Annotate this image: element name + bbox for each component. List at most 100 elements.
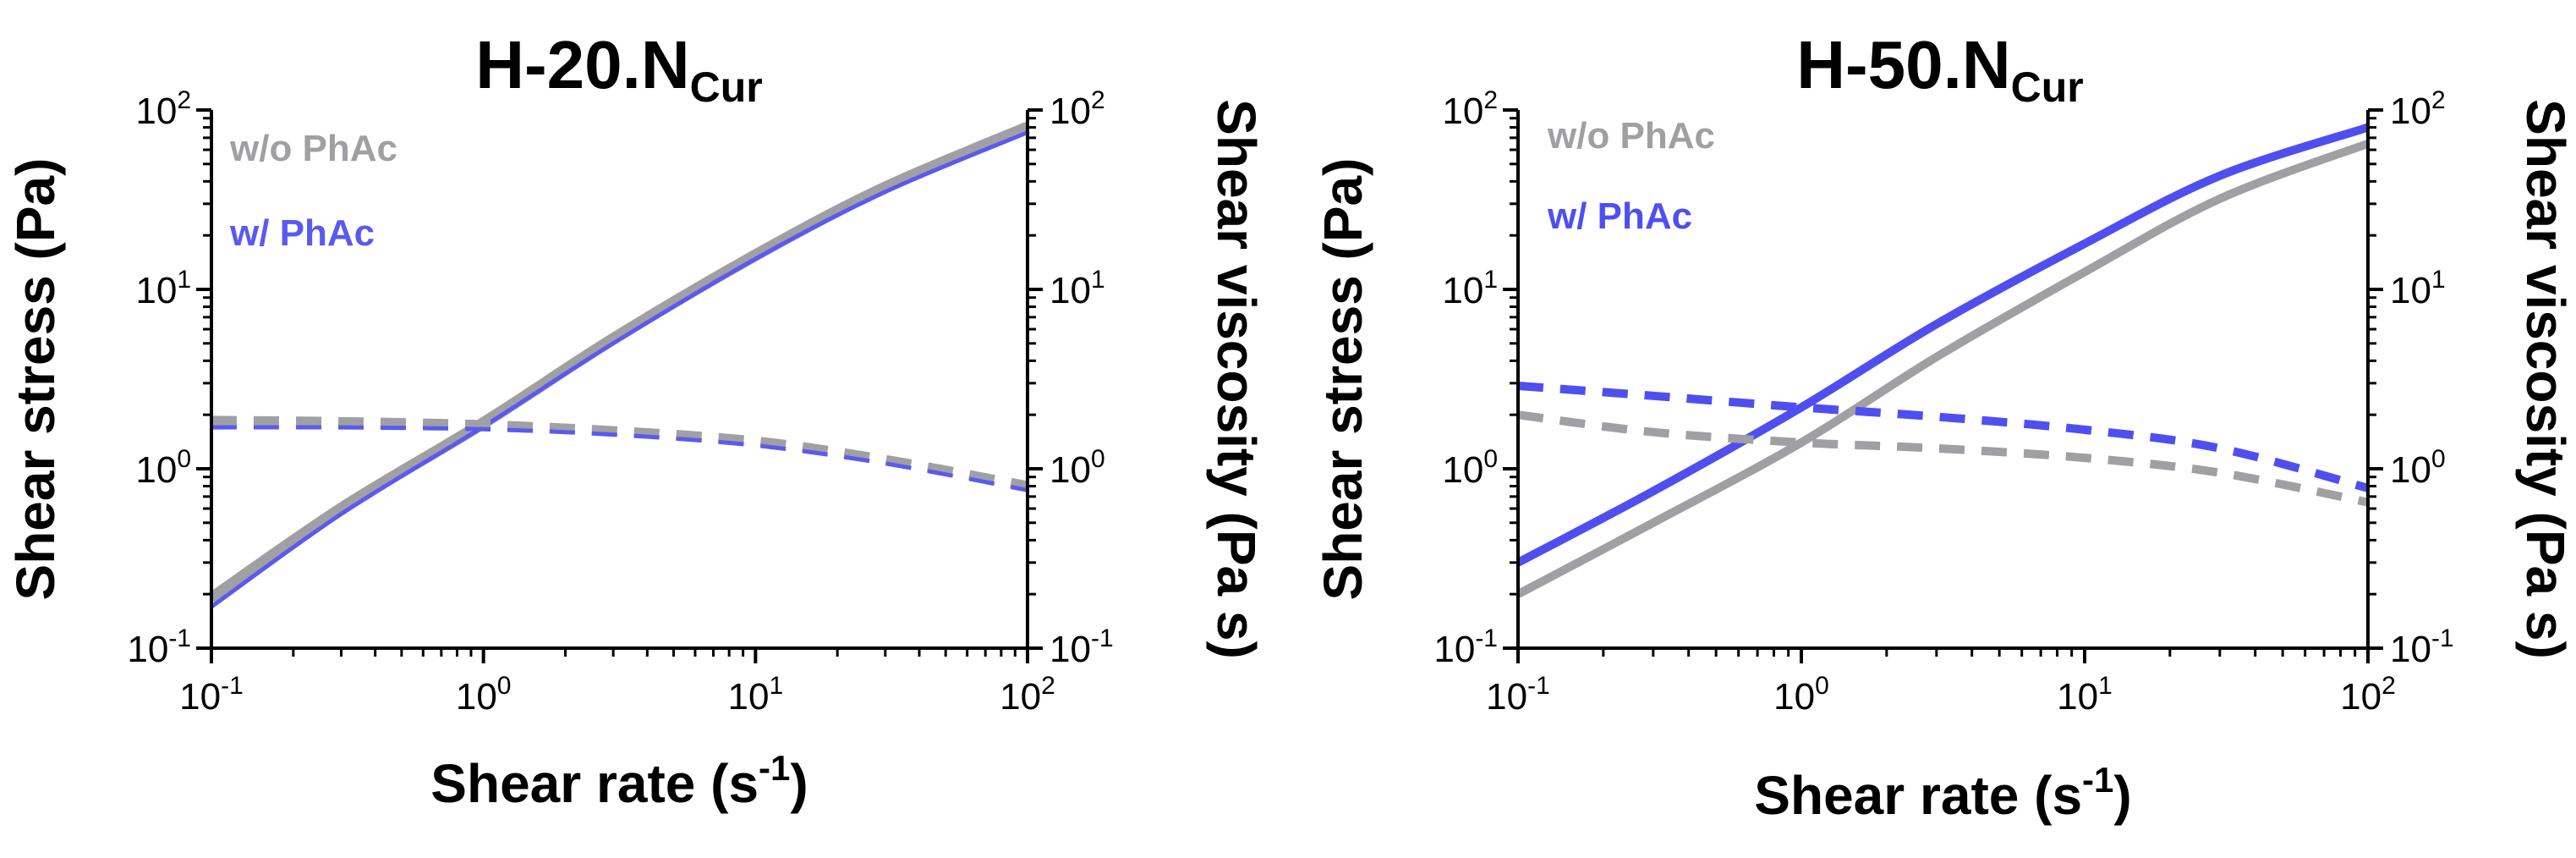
- tick-exponent: 2: [1483, 86, 1498, 114]
- series-line-2: [1515, 123, 2370, 567]
- tick-exponent: 1: [1483, 266, 1498, 294]
- tick-base: 10: [135, 270, 177, 311]
- x-tick-label: 102: [2340, 672, 2396, 718]
- y-tick-label-left: 101: [135, 266, 191, 311]
- tick-exponent: -1: [221, 672, 244, 700]
- tick-exponent: 2: [2381, 672, 2396, 700]
- series-line-2: [210, 130, 1028, 609]
- y-tick-label-right: 101: [2390, 266, 2446, 311]
- x-tick-label: 100: [456, 672, 512, 718]
- tick-base: 10: [2340, 676, 2381, 718]
- chart-title-subscript: Cur: [2011, 63, 2084, 111]
- tick-exponent: 0: [1091, 445, 1105, 473]
- legend-entry: w/o PhAc: [229, 128, 397, 169]
- y-tick-label-left: 100: [135, 445, 191, 491]
- series-line-4: [1517, 382, 2370, 492]
- x-axis-label-close: ): [2113, 765, 2131, 826]
- tick-base: 10: [1773, 676, 1815, 718]
- tick-base: 10: [1050, 270, 1091, 311]
- y-tick-label-left: 10-1: [1433, 624, 1498, 670]
- tick-base: 10: [179, 676, 221, 718]
- tick-exponent: 2: [1041, 672, 1055, 700]
- legend-entry: w/ PhAc: [1547, 195, 1692, 237]
- x-axis-label-superscript: -1: [759, 748, 790, 788]
- chart-title-main: H-50.N: [1796, 27, 2010, 102]
- series-line-1: [208, 122, 1030, 603]
- y-axis-label-left: Shear stress (Pa): [1313, 158, 1373, 601]
- series-line-3: [211, 415, 1029, 492]
- y-tick-label-right: 101: [1050, 266, 1105, 311]
- y-tick-label-right: 10-1: [2390, 624, 2454, 670]
- tick-exponent: 1: [1091, 266, 1105, 294]
- tick-base: 10: [2390, 270, 2431, 311]
- y-tick-label-right: 10-1: [1050, 624, 1114, 670]
- x-tick-label: 102: [1000, 672, 1055, 718]
- x-axis-label-close: ): [790, 753, 808, 814]
- chart-title: H-50.NCur: [1796, 27, 2084, 111]
- y-tick-label-left: 102: [1442, 86, 1498, 132]
- series-line-1: [1515, 140, 2370, 598]
- tick-exponent: 2: [177, 86, 191, 114]
- tick-base: 10: [1433, 629, 1475, 670]
- tick-exponent: 1: [2098, 672, 2113, 700]
- y-tick-label-right: 100: [1050, 445, 1105, 491]
- x-tick-label: 10-1: [179, 672, 244, 718]
- tick-base: 10: [456, 676, 497, 718]
- y-axis-label-right: Shear viscosity (Pa s): [1206, 99, 1267, 659]
- tick-base: 10: [2390, 449, 2431, 491]
- chart-title-subscript: Cur: [690, 63, 763, 111]
- x-tick-label: 10-1: [1486, 672, 1550, 718]
- tick-base: 10: [1486, 676, 1527, 718]
- tick-base: 10: [728, 676, 770, 718]
- tick-exponent: -1: [1091, 624, 1114, 652]
- x-tick-label: 101: [2057, 672, 2113, 718]
- tick-base: 10: [1050, 449, 1091, 491]
- tick-base: 10: [1442, 91, 1483, 132]
- y-tick-label-right: 100: [2390, 445, 2446, 491]
- series-line-3: [1517, 410, 2369, 507]
- tick-base: 10: [135, 449, 177, 491]
- y-axis-label-left: Shear stress (Pa): [5, 158, 66, 601]
- x-axis-label: Shear rate (s-1): [430, 748, 808, 814]
- series-line-4: [211, 425, 1028, 492]
- tick-exponent: -1: [2431, 624, 2454, 652]
- tick-base: 10: [1000, 676, 1041, 718]
- chart-title: H-20.NCur: [475, 27, 763, 111]
- tick-exponent: 0: [1815, 672, 1829, 700]
- x-axis-label-superscript: -1: [2082, 760, 2113, 800]
- tick-base: 10: [1442, 270, 1483, 311]
- legend-entry: w/o PhAc: [1547, 115, 1715, 157]
- tick-exponent: 0: [177, 445, 191, 473]
- tick-exponent: -1: [1527, 672, 1550, 700]
- tick-base: 10: [135, 91, 177, 132]
- tick-exponent: -1: [168, 624, 191, 652]
- tick-base: 10: [1442, 449, 1483, 491]
- tick-base: 10: [127, 629, 168, 670]
- y-tick-label-left: 100: [1442, 445, 1498, 491]
- tick-exponent: 2: [2431, 86, 2446, 114]
- tick-base: 10: [2390, 629, 2431, 670]
- y-tick-label-left: 10-1: [127, 624, 191, 670]
- x-axis-label-text: Shear rate (s: [1754, 765, 2082, 826]
- legend-entry: w/ PhAc: [229, 212, 375, 254]
- tick-exponent: 1: [769, 672, 783, 700]
- tick-exponent: 0: [497, 672, 512, 700]
- x-tick-label: 100: [1773, 672, 1829, 718]
- chart-title-main: H-20.N: [475, 27, 689, 102]
- tick-exponent: 1: [2431, 266, 2446, 294]
- x-axis-label: Shear rate (s-1): [1754, 760, 2131, 826]
- x-axis-label-text: Shear rate (s: [430, 753, 759, 814]
- y-tick-label-right: 102: [2390, 86, 2446, 132]
- tick-base: 10: [2057, 676, 2098, 718]
- tick-exponent: 0: [2431, 445, 2446, 473]
- tick-base: 10: [1050, 91, 1091, 132]
- y-tick-label-left: 101: [1442, 266, 1498, 311]
- tick-base: 10: [2390, 91, 2431, 132]
- tick-exponent: 0: [1483, 445, 1498, 473]
- tick-base: 10: [1050, 629, 1091, 670]
- x-tick-label: 101: [728, 672, 784, 718]
- tick-exponent: 1: [177, 266, 191, 294]
